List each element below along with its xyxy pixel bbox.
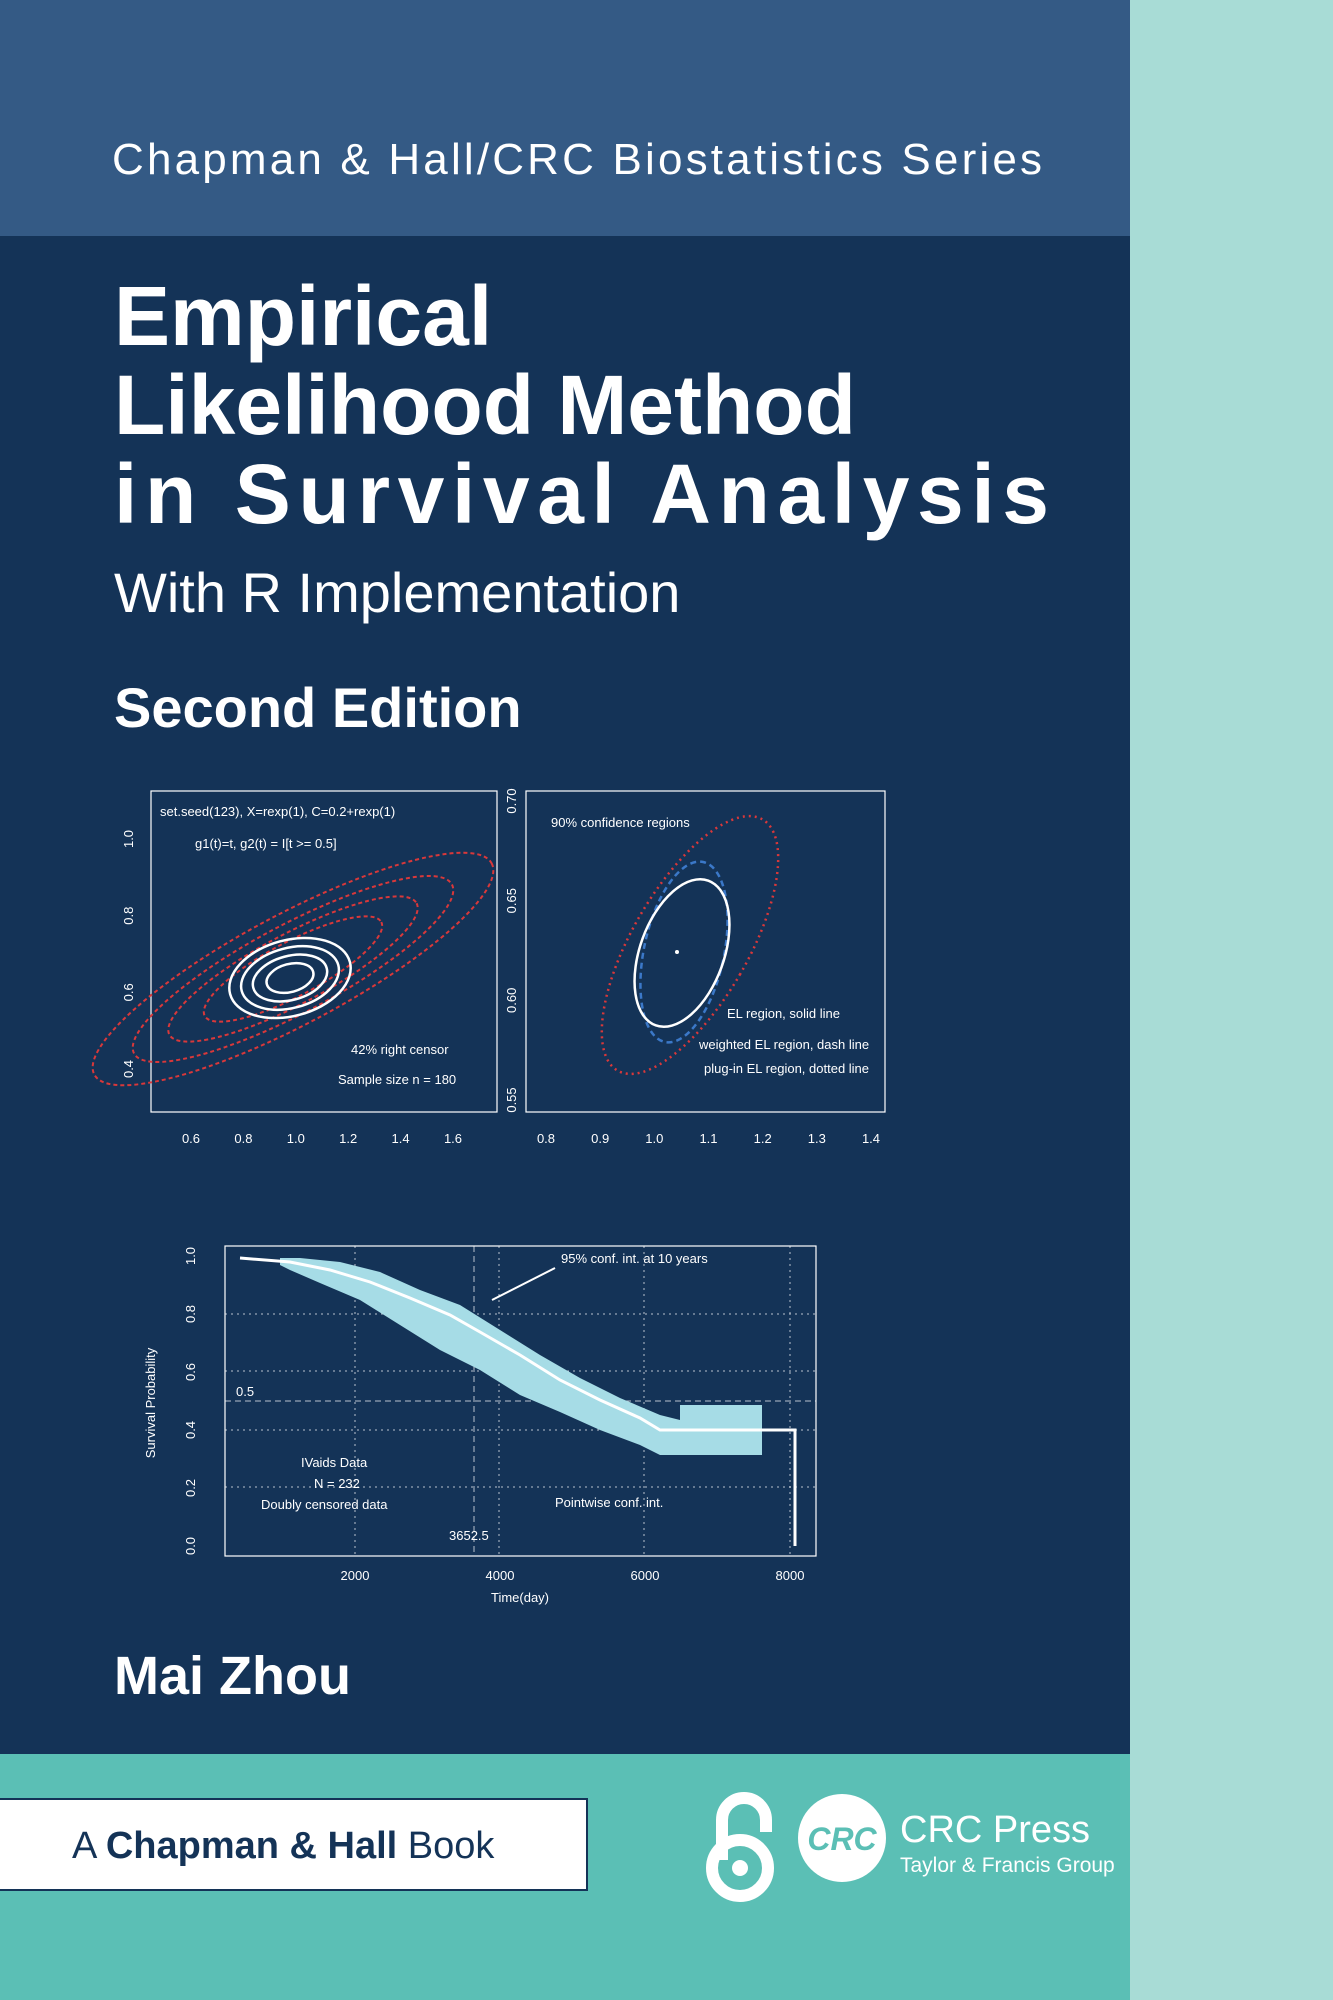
annotation: plug-in EL region, dotted line bbox=[704, 1061, 869, 1076]
y-tick-label: 0.6 bbox=[183, 1363, 198, 1381]
imprint-box bbox=[0, 1798, 588, 1891]
x-tick-label: 1.0 bbox=[287, 1131, 305, 1146]
x-tick-label: 0.9 bbox=[591, 1131, 609, 1146]
imprint-name: Chapman & Hall bbox=[106, 1825, 397, 1867]
y-tick-label: 0.4 bbox=[183, 1421, 198, 1439]
annotation: 90% confidence regions bbox=[551, 815, 690, 830]
subtitle: With R Implementation bbox=[114, 561, 680, 624]
annotation: IVaids Data bbox=[301, 1455, 368, 1470]
title-line: Likelihood Method bbox=[114, 358, 856, 452]
crc-logo bbox=[798, 1794, 886, 1882]
x-tick-label: 1.2 bbox=[754, 1131, 772, 1146]
imprint-suffix: Book bbox=[408, 1825, 496, 1867]
figure: 95% conf. int. at 10 years 0.5 IVaids Da… bbox=[143, 1245, 817, 1605]
y-tick-label: 0.0 bbox=[183, 1537, 198, 1555]
y-tick-label: 0.2 bbox=[183, 1479, 198, 1497]
y-tick-label: 0.70 bbox=[504, 788, 519, 813]
x-tick-label: 1.6 bbox=[444, 1131, 462, 1146]
crc-logo-text: CRC bbox=[807, 1821, 877, 1857]
x-tick-label: 4000 bbox=[486, 1568, 515, 1583]
x-tick-label: 1.3 bbox=[808, 1131, 826, 1146]
y-tick-label: 1.0 bbox=[183, 1247, 198, 1265]
imprint-prefix: A bbox=[72, 1825, 98, 1867]
y-tick-label: 0.65 bbox=[504, 888, 519, 913]
x-tick-label: 1.4 bbox=[392, 1131, 410, 1146]
annotation: 42% right censor bbox=[351, 1042, 449, 1057]
x-axis-label: Time(day) bbox=[491, 1590, 549, 1605]
annotation: 0.5 bbox=[236, 1384, 254, 1399]
annotation: 3652.5 bbox=[449, 1528, 489, 1543]
publisher-group: Taylor & Francis Group bbox=[900, 1854, 1115, 1877]
x-tick-label: 2000 bbox=[341, 1568, 370, 1583]
y-tick-label: 0.55 bbox=[504, 1087, 519, 1112]
open-access-icon bbox=[706, 1792, 774, 1902]
annotation: Pointwise conf. int. bbox=[555, 1495, 663, 1510]
title-line: Empirical bbox=[114, 269, 492, 363]
y-tick-label: 0.8 bbox=[183, 1305, 198, 1323]
x-tick-label: 0.8 bbox=[234, 1131, 252, 1146]
author: Mai Zhou bbox=[114, 1646, 351, 1706]
x-tick-label: 1.0 bbox=[645, 1131, 663, 1146]
y-tick-label: 0.6 bbox=[121, 983, 136, 1001]
y-tick-label: 1.0 bbox=[121, 830, 136, 848]
series-title: Chapman & Hall/CRC Biostatistics Series bbox=[112, 135, 1042, 184]
x-tick-label: 1.4 bbox=[862, 1131, 880, 1146]
x-tick-label: 6000 bbox=[631, 1568, 660, 1583]
figure: 90% confidence regions EL region, solid … bbox=[525, 790, 886, 1113]
main-panel bbox=[0, 236, 1130, 1754]
annotation: weighted EL region, dash line bbox=[698, 1037, 869, 1052]
y-tick-label: 0.60 bbox=[504, 988, 519, 1013]
title-line: in Survival Analysis bbox=[114, 447, 1049, 541]
annotation: 95% conf. int. at 10 years bbox=[561, 1251, 708, 1266]
figure: set.seed(123), X=rexp(1), C=0.2+rexp(1) … bbox=[91, 790, 498, 1113]
edition: Second Edition bbox=[114, 676, 522, 739]
x-tick-label: 1.2 bbox=[339, 1131, 357, 1146]
annotation: N = 232 bbox=[314, 1476, 360, 1491]
annotation: set.seed(123), X=rexp(1), C=0.2+rexp(1) bbox=[160, 804, 395, 819]
annotation: EL region, solid line bbox=[727, 1006, 840, 1021]
x-tick-label: 0.6 bbox=[182, 1131, 200, 1146]
x-tick-label: 8000 bbox=[776, 1568, 805, 1583]
y-tick-label: 0.8 bbox=[121, 907, 136, 925]
series-band bbox=[0, 0, 1130, 236]
annotation: g1(t)=t, g2(t) = I[t >= 0.5] bbox=[195, 836, 337, 851]
y-tick-label: 0.4 bbox=[121, 1060, 136, 1078]
x-tick-label: 1.1 bbox=[699, 1131, 717, 1146]
y-axis-label: Survival Probability bbox=[143, 1347, 158, 1458]
imprint: A Chapman & Hall Book bbox=[72, 1825, 495, 1867]
annotation: Doubly censored data bbox=[261, 1497, 388, 1512]
publisher-name: CRC Press bbox=[900, 1809, 1090, 1851]
annotation: Sample size n = 180 bbox=[338, 1072, 456, 1087]
x-tick-label: 0.8 bbox=[537, 1131, 555, 1146]
